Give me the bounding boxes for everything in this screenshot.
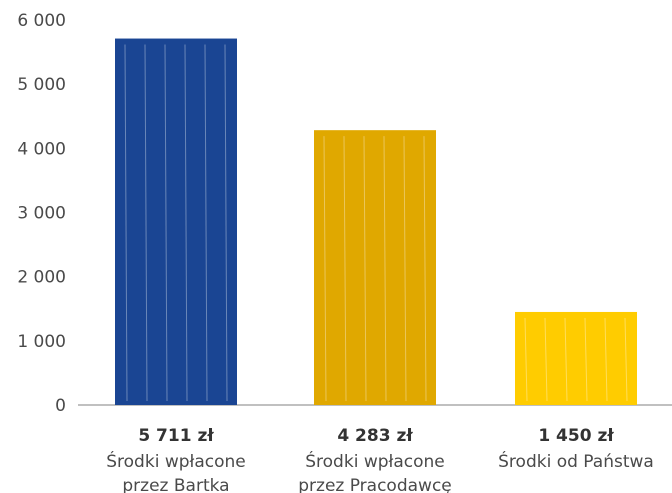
value-label: 5 711 zł [138,426,214,446]
category-label: przez Pracodawcę [298,476,452,493]
bar-texture-stroke [524,317,528,402]
bar-texture-stroke [204,44,208,402]
bar-texture-stroke [124,44,128,402]
bar [115,38,237,406]
bar-texture-stroke [224,44,228,402]
value-label: 1 450 zł [538,426,614,446]
y-tick-label: 4 000 [17,139,66,159]
bar-texture-stroke [164,44,168,402]
y-tick-label: 0 [55,396,66,416]
bar-texture-stroke [564,317,568,402]
category-label: przez Bartka [122,476,229,493]
y-tick-label: 6 000 [17,11,66,31]
y-tick-label: 5 000 [17,75,66,95]
category-label: Środki od Państwa [498,450,654,472]
y-axis: 0 1 000 2 000 3 000 4 000 5 000 6 000 [17,11,66,416]
y-tick-label: 2 000 [17,268,66,288]
category-label: Środki wpłacone [305,450,445,472]
bar-texture-stroke [363,136,367,402]
bar-texture-stroke [323,136,327,402]
value-label: 4 283 zł [337,426,413,446]
category-labels: 5 711 zł Środki wpłacone przez Bartka 4 283… [106,426,654,493]
bar-texture-stroke [343,136,347,402]
bars [115,38,637,406]
y-tick-label: 1 000 [17,332,66,352]
bar-texture-stroke [423,136,427,402]
bar-texture-stroke [544,317,548,402]
bar-texture-stroke [624,317,628,402]
bar-texture-stroke [403,136,407,402]
bar [314,130,436,405]
bar-texture-stroke [184,44,188,402]
bar-texture-stroke [604,317,608,402]
bar-texture-stroke [584,317,588,402]
category-label: Środki wpłacone [106,450,246,472]
y-tick-label: 3 000 [17,204,66,224]
bar-texture-stroke [383,136,387,402]
bar [515,311,637,405]
bar-texture-stroke [144,44,148,402]
